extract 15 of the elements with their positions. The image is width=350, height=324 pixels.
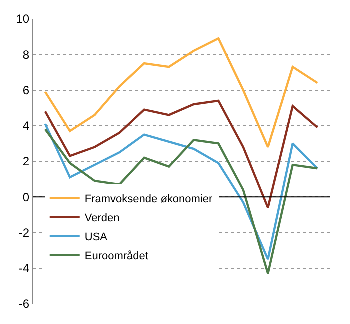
- y-tick-label: 6: [22, 83, 30, 98]
- legend-label: Verden: [84, 212, 120, 225]
- y-tick-label: -4: [18, 262, 30, 276]
- legend-label: USA: [84, 232, 108, 244]
- y-tick-label: 8: [22, 48, 30, 62]
- y-tick-label: 4: [22, 119, 30, 134]
- y-tick-label: -6: [18, 297, 30, 312]
- line-series: [44, 37, 319, 148]
- y-tick-label: 2: [22, 154, 30, 169]
- line-series: [44, 100, 319, 209]
- y-tick-label: 10: [16, 12, 30, 26]
- legend-label: Euroområdet: [84, 250, 148, 263]
- y-tick-label: -2: [18, 226, 30, 240]
- legend-label: Framvoksende økonomier: [84, 194, 213, 206]
- y-tick-label: 0: [22, 190, 30, 204]
